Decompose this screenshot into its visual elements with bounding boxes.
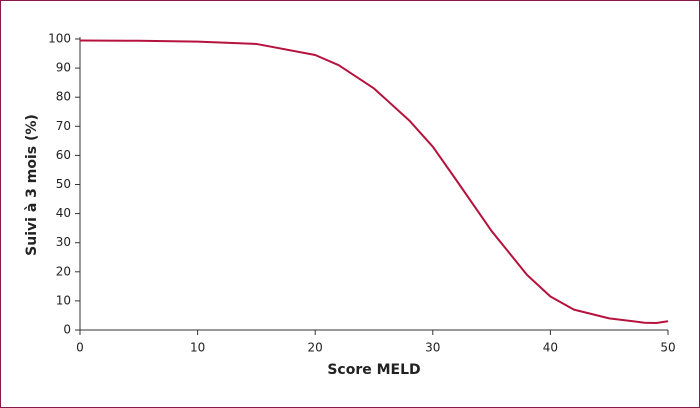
y-tick-label: 40 xyxy=(56,206,71,220)
y-tick-label: 60 xyxy=(56,148,71,162)
y-tick-label: 10 xyxy=(56,293,71,307)
y-tick-label: 30 xyxy=(56,235,71,249)
x-tick-label: 40 xyxy=(543,341,558,355)
y-tick-label: 90 xyxy=(56,61,71,75)
x-tick-label: 50 xyxy=(660,341,675,355)
y-tick-label: 100 xyxy=(48,32,71,46)
x-tick-label: 30 xyxy=(425,341,440,355)
line-series xyxy=(79,39,669,325)
y-tick-label: 0 xyxy=(63,323,71,337)
y-tick-label: 80 xyxy=(56,90,71,104)
x-tick-label: 0 xyxy=(76,341,84,355)
x-tick-label: 10 xyxy=(190,341,205,355)
y-axis-title: Suivi à 3 mois (%) xyxy=(24,114,40,256)
y-tick-label: 50 xyxy=(56,177,71,191)
y-tick-label: 70 xyxy=(56,119,71,133)
y-tick-label: 20 xyxy=(56,264,71,278)
x-tick-label: 20 xyxy=(308,341,323,355)
x-axis-title: Score MELD xyxy=(327,362,420,378)
